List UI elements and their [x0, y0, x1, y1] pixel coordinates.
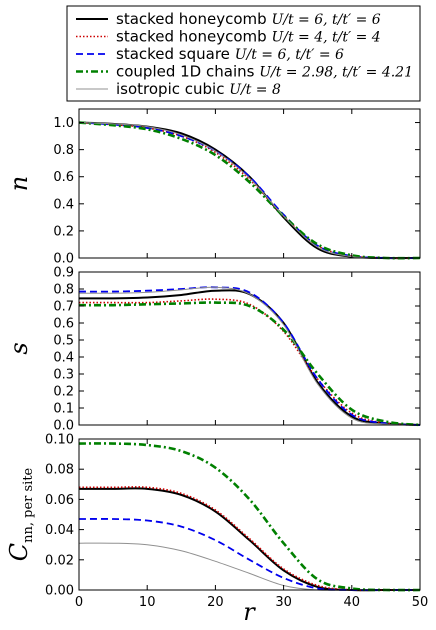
plot-frame [78, 108, 421, 259]
legend-label: isotropic cubic U/t = 8 [116, 80, 281, 98]
series-line [78, 286, 421, 426]
legend: stacked honeycomb U/t = 6, t/t′ = 6stack… [66, 5, 421, 102]
y-tick-label: 0.02 [45, 553, 74, 568]
x-tick-label: 20 [207, 595, 224, 610]
x-tick-label: 10 [139, 595, 156, 610]
series-line [78, 121, 421, 260]
series-line [78, 442, 421, 592]
y-axis-label: s [5, 342, 33, 354]
panel-1: 0.0 0.2 0.4 0.6 0.8 1.0 n [5, 108, 421, 267]
y-tick-label: 0.8 [53, 283, 74, 298]
series-line [78, 301, 421, 427]
y-axis-label: Cnn, per site [5, 467, 36, 561]
y-tick-label: 0.0 [53, 419, 74, 434]
y-tick-label: 0.6 [53, 170, 74, 185]
y-tick-label: 0.08 [45, 463, 74, 478]
y-tick-label: 0.6 [53, 317, 74, 332]
y-tick-label: 0.04 [45, 523, 74, 538]
series-line [78, 542, 420, 591]
legend-box [66, 5, 421, 102]
y-tick-label: 0.06 [45, 493, 74, 508]
legend-label: stacked honeycomb U/t = 4, t/t′ = 4 [116, 28, 381, 46]
y-tick-label: 0.9 [53, 266, 74, 281]
y-axis-label: n [5, 176, 33, 191]
y-tick-label: 0.3 [53, 368, 74, 383]
series-line [78, 289, 421, 426]
plot-frame [78, 438, 421, 591]
x-tick-label: 0 [75, 595, 83, 610]
legend-label: coupled 1D chains U/t = 2.98, t/t′ = 4.2… [116, 63, 413, 81]
y-tick-label: 0.2 [53, 224, 74, 239]
series-line [78, 121, 421, 260]
y-tick-label: 0.00 [45, 584, 74, 599]
series-line [78, 286, 421, 426]
y-tick-label: 0.5 [53, 334, 74, 349]
y-tick-label: 0.2 [53, 385, 74, 400]
y-tick-label: 0.1 [53, 402, 74, 417]
series-line [78, 518, 420, 592]
panel-3: 0.00 0.02 0.04 0.06 0.08 0.10 0 10 20 30 40 50 Cnn, … [5, 433, 428, 611]
series-line [78, 122, 421, 259]
y-tick-label: 0.10 [45, 433, 74, 448]
y-tick-label: 0.0 [53, 252, 74, 267]
y-tick-label: 0.8 [53, 143, 74, 158]
x-tick-label: 30 [275, 595, 292, 610]
series-line [78, 121, 421, 260]
chart-panels: 0.0 0.2 0.4 0.6 0.8 1.0 n 0.0 0.1 0.2 0.3 0.4 0.5 0.6… [5, 108, 428, 611]
series-line [79, 486, 420, 592]
x-tick-label: 50 [412, 595, 429, 610]
legend-label: stacked honeycomb U/t = 6, t/t′ = 6 [116, 10, 381, 28]
y-tick-label: 0.4 [53, 197, 74, 212]
series-line [79, 298, 421, 426]
panel-2: 0.0 0.1 0.2 0.3 0.4 0.5 0.6 0.7 0.8 0.9 s [5, 266, 421, 434]
x-axis-label: r [243, 598, 256, 626]
series-line [78, 121, 421, 259]
y-tick-label: 0.7 [53, 300, 74, 315]
legend-label: stacked square U/t = 6, t/t′ = 6 [116, 45, 344, 63]
y-tick-label: 0.4 [53, 351, 74, 366]
y-tick-label: 1.0 [53, 116, 74, 131]
x-tick-label: 40 [344, 595, 361, 610]
plot-frame [78, 271, 421, 426]
